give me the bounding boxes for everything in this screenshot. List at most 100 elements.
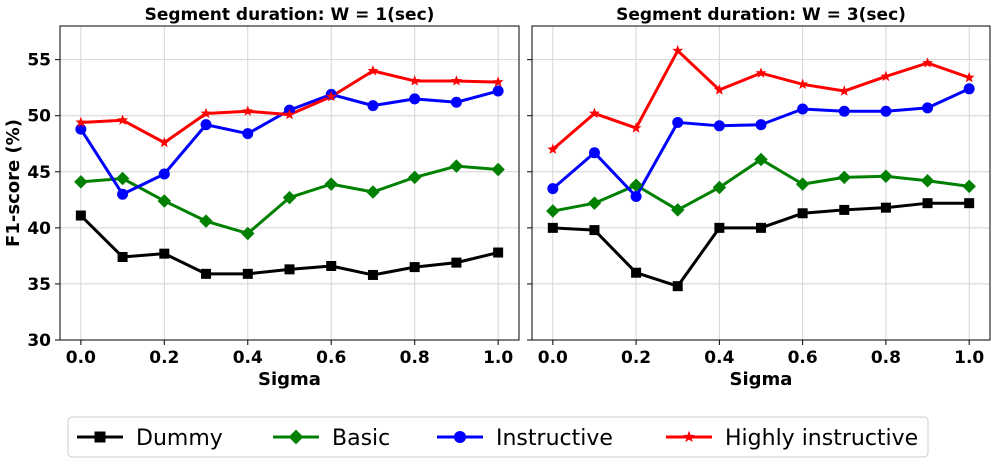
data-point-basic xyxy=(546,204,560,218)
data-point-dummy xyxy=(631,267,642,278)
y-tick-label: 40 xyxy=(27,219,51,239)
series-markers xyxy=(546,44,976,292)
data-point-highly-instructive xyxy=(672,44,684,56)
x-tick-label: 0.4 xyxy=(704,348,734,368)
data-point-instructive xyxy=(713,120,725,132)
data-point-basic xyxy=(449,159,464,173)
data-point-instructive xyxy=(588,147,600,159)
y-ticks: 30 35 40 45 50 55 xyxy=(27,51,60,351)
data-point-instructive xyxy=(450,96,462,108)
data-point-highly-instructive xyxy=(797,78,809,89)
data-point-highly-instructive xyxy=(325,90,337,102)
data-point-basic xyxy=(491,162,505,177)
x-axis-label: Sigma xyxy=(730,369,793,390)
x-tick-label: 0.2 xyxy=(149,348,179,368)
data-point-dummy xyxy=(756,222,766,233)
x-tick-label: 0.0 xyxy=(66,348,96,368)
legend-label-dummy: Dummy xyxy=(136,426,223,451)
data-point-instructive xyxy=(797,103,809,115)
data-point-instructive xyxy=(755,119,767,131)
x-ticks: 0.0 0.2 0.4 0.6 0.8 1.0 xyxy=(538,340,984,368)
series-line-highly-instructive xyxy=(551,49,970,151)
data-point-basic xyxy=(670,203,685,217)
series-lines xyxy=(79,69,499,277)
data-point-highly-instructive xyxy=(117,114,129,125)
y-tick-label: 45 xyxy=(27,163,51,183)
legend-marker-basic xyxy=(288,429,304,445)
series-line-dummy xyxy=(552,201,970,288)
data-point-dummy xyxy=(922,198,933,209)
data-point-dummy xyxy=(451,257,462,268)
data-point-highly-instructive xyxy=(492,76,504,87)
data-point-highly-instructive xyxy=(200,107,212,119)
legend-label-highly-instructive: Highly instructive xyxy=(725,426,918,451)
data-point-instructive xyxy=(200,119,212,131)
data-point-basic xyxy=(241,226,255,241)
data-point-dummy xyxy=(242,268,253,279)
x-tick-label: 0.2 xyxy=(621,348,651,368)
chart-title: Segment duration: W = 3(sec) xyxy=(616,5,906,25)
data-point-dummy xyxy=(326,260,337,271)
data-point-highly-instructive xyxy=(922,57,934,68)
data-point-instructive xyxy=(672,116,684,128)
data-point-instructive xyxy=(880,105,892,117)
data-point-dummy xyxy=(964,198,975,209)
data-point-dummy xyxy=(880,202,891,213)
data-point-basic xyxy=(199,214,213,228)
y-axis-label: F1-score (%) xyxy=(3,119,24,247)
series-line-instructive xyxy=(551,87,970,198)
y-tick-label: 30 xyxy=(27,331,51,351)
data-point-instructive xyxy=(158,168,170,180)
legend-marker-dummy xyxy=(94,431,106,443)
data-point-instructive xyxy=(963,83,975,95)
axes-frame xyxy=(59,25,520,341)
data-point-dummy xyxy=(493,247,504,258)
data-point-instructive xyxy=(242,128,254,140)
series-markers xyxy=(74,65,505,280)
data-point-instructive xyxy=(547,183,559,195)
legend: Dummy Basic Instructive Highly instructive xyxy=(67,416,929,458)
data-point-basic xyxy=(837,170,852,185)
data-point-basic xyxy=(157,194,172,208)
legend-marker-highly-instructive xyxy=(682,430,696,443)
x-tick-label: 0.8 xyxy=(871,348,901,368)
data-point-basic xyxy=(920,174,935,188)
subplot-left: 0.0 0.2 0.4 0.6 0.8 1.0 30 35 40 45 50 55 Segment … xyxy=(3,5,520,390)
data-point-dummy xyxy=(589,225,600,236)
data-point-dummy xyxy=(75,210,86,221)
data-point-instructive xyxy=(367,100,379,112)
data-point-highly-instructive xyxy=(409,75,421,86)
legend-box xyxy=(67,416,929,458)
x-tick-label: 0.6 xyxy=(788,348,818,368)
series-lines xyxy=(551,49,970,288)
x-tick-label: 0.0 xyxy=(538,348,568,368)
data-point-highly-instructive xyxy=(242,105,254,116)
data-point-instructive xyxy=(922,102,934,114)
data-point-basic xyxy=(587,196,602,210)
data-point-dummy xyxy=(672,281,683,292)
data-point-instructive xyxy=(630,190,642,202)
data-point-dummy xyxy=(839,204,850,215)
data-point-dummy xyxy=(201,268,212,279)
data-point-basic xyxy=(879,169,893,184)
data-point-highly-instructive xyxy=(588,107,600,119)
data-point-dummy xyxy=(714,222,725,233)
data-point-highly-instructive xyxy=(963,71,975,83)
legend-label-basic: Basic xyxy=(332,426,390,451)
data-point-dummy xyxy=(409,262,420,273)
data-point-basic xyxy=(324,177,338,191)
x-tick-label: 1.0 xyxy=(954,348,984,368)
axes-frame xyxy=(531,25,991,341)
data-point-highly-instructive xyxy=(630,122,642,133)
subplot-right: 0.0 0.2 0.4 0.6 0.8 1.0 Segment duration: W =… xyxy=(527,5,991,390)
data-point-instructive xyxy=(838,105,850,117)
data-point-instructive xyxy=(75,123,87,135)
y-tick-label: 50 xyxy=(27,107,51,127)
x-ticks: 0.0 0.2 0.4 0.6 0.8 1.0 xyxy=(66,340,513,368)
data-point-highly-instructive xyxy=(547,143,559,155)
x-tick-label: 0.8 xyxy=(400,348,430,368)
data-point-basic xyxy=(115,171,130,186)
data-point-highly-instructive xyxy=(367,65,379,76)
x-tick-label: 1.0 xyxy=(483,348,513,368)
